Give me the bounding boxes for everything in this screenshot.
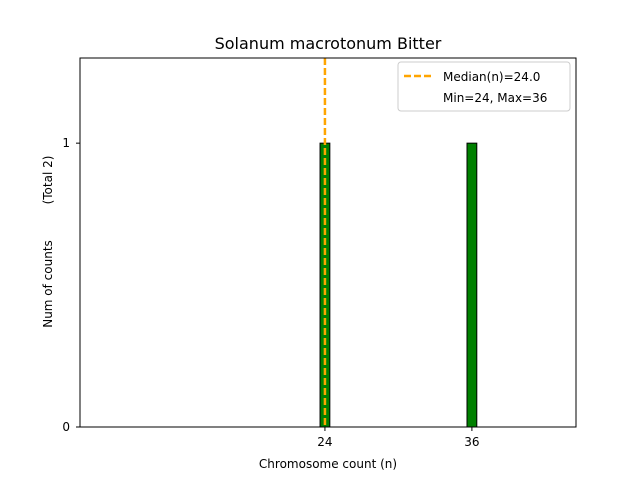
y-axis-total-label: (Total 2) xyxy=(41,156,55,205)
bar-36 xyxy=(466,142,478,428)
legend-entry-median: Median(n)=24.0 xyxy=(443,70,540,84)
bars-layer xyxy=(319,142,478,428)
y-axis: 01 xyxy=(62,136,80,434)
chart-title: Solanum macrotonum Bitter xyxy=(215,34,442,53)
y-tick-label: 0 xyxy=(62,420,70,434)
legend-entry-min-max: Min=24, Max=36 xyxy=(443,91,547,105)
x-axis: 24 36 xyxy=(317,427,480,449)
legend: Median(n)=24.0 Min=24, Max=36 xyxy=(397,61,571,112)
y-axis-label: Num of counts xyxy=(41,240,55,328)
x-tick-label: 36 xyxy=(464,435,479,449)
plot-frame xyxy=(79,57,577,428)
x-tick-label: 24 xyxy=(317,435,332,449)
x-axis-label: Chromosome count (n) xyxy=(259,457,397,471)
y-tick-label: 1 xyxy=(62,136,70,150)
legend-box xyxy=(397,61,571,112)
